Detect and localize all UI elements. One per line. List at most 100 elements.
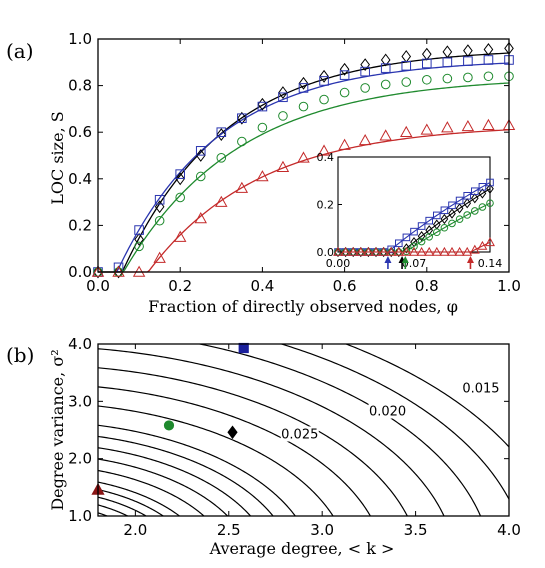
data-point-circle [463, 72, 473, 83]
inset-point-circle [486, 199, 494, 207]
contour-line [98, 435, 274, 516]
panel-a-frame [97, 38, 510, 273]
inset-point-diamond [394, 246, 403, 258]
data-point-diamond [175, 172, 186, 186]
threshold-arrowhead [466, 256, 474, 263]
data-point-square [319, 76, 329, 86]
contour-line [98, 348, 445, 516]
contour-line [98, 481, 181, 516]
x-tick-label: 2.5 [217, 521, 241, 539]
panel-b-contour-labels: 0.015 0.020 0.025 [280, 380, 500, 442]
data-point-triangle [317, 144, 331, 156]
data-point-diamond [113, 265, 124, 279]
data-point-circle [216, 153, 227, 163]
data-point-circle [483, 71, 494, 82]
y-tick-label: 0.0 [68, 263, 92, 281]
data-point-diamond [278, 86, 288, 100]
threshold-arrowhead [384, 256, 392, 263]
data-point-square [278, 92, 288, 103]
y-tick-label: 2.0 [68, 450, 92, 468]
inset-point-triangle [431, 246, 442, 256]
panel-b-frame [97, 343, 510, 517]
data-point-diamond [298, 76, 309, 90]
data-point-square [175, 169, 185, 179]
data-point-square [257, 101, 268, 112]
inset-point-diamond [364, 246, 373, 258]
contour-label: 0.025 [281, 427, 318, 442]
inset-point-triangle [424, 246, 435, 256]
inset-point-triangle [416, 246, 427, 256]
inset-point-circle [417, 237, 426, 246]
inset-point-square [433, 211, 441, 220]
inset-point-circle [410, 242, 418, 251]
inset-point-diamond [425, 225, 434, 236]
y-tick-label: 0.4 [68, 170, 92, 188]
data-point-circle [278, 111, 288, 121]
data-point-square [401, 60, 412, 71]
y-tick-label: 1.0 [68, 30, 92, 48]
data-point-circle [298, 101, 309, 112]
inset-point-triangle [409, 246, 419, 256]
inset-point-circle [455, 215, 464, 223]
data-point-triangle [215, 195, 228, 207]
inset-curves [333, 178, 495, 258]
contour-line [33, 559, 55, 568]
data-point-square [237, 113, 247, 124]
data-point-diamond [154, 200, 165, 214]
inset-point-triangle [378, 246, 389, 256]
data-point-circle [380, 79, 391, 90]
inset-point-triangle [393, 246, 404, 256]
inset-y-tick-label: 0.4 [317, 151, 335, 164]
x-tick-label: 0.8 [415, 277, 439, 295]
threshold-arrowhead [401, 256, 409, 263]
data-point-triangle [441, 121, 454, 133]
data-point-triangle [461, 119, 475, 132]
inset-point-diamond [341, 246, 350, 258]
panel-a-ticks: 0.0 0.2 0.4 0.6 0.8 1.0 0.0 0.2 0.4 0.6 0.8 1.0 [68, 30, 521, 295]
inset-point-diamond [470, 193, 479, 204]
data-point-triangle [276, 160, 290, 172]
inset-point-diamond [417, 231, 426, 242]
data-point-triangle [420, 123, 434, 135]
inset-point-triangle [340, 246, 351, 256]
data-point-square [195, 146, 206, 156]
inset-point-diamond [440, 213, 449, 225]
inset-point-circle [448, 219, 456, 228]
data-point-square [360, 66, 370, 77]
data-point-circle [134, 241, 144, 252]
inset-point-diamond [486, 183, 494, 194]
x-tick-label: 4.0 [497, 521, 521, 539]
data-point-triangle [482, 118, 495, 131]
inset-point-square [448, 201, 456, 210]
theory-curve-triangle [98, 129, 510, 273]
contour-line [279, 344, 509, 501]
theory-curve-diamond [98, 52, 510, 273]
panel-b-xlabel: Average degree, < k > [209, 539, 395, 558]
data-point-square [442, 57, 453, 68]
data-point-circle [442, 73, 453, 84]
contour-label-bg [461, 380, 500, 396]
data-point-triangle [235, 181, 249, 193]
panel-a-xlabel: Fraction of directly observed nodes, φ [148, 297, 458, 316]
inset-point-circle [463, 211, 472, 219]
inset-point-diamond [356, 246, 365, 258]
inset-point-square [463, 191, 471, 200]
data-point-circle [175, 192, 185, 203]
contour-line [98, 496, 148, 516]
inset-point-triangle [439, 246, 450, 256]
data-point-triangle [297, 151, 310, 163]
network-point-circle [163, 420, 175, 431]
data-point-diamond [421, 47, 432, 61]
inset-y-tick-label: 0.0 [317, 246, 335, 259]
inset-point-diamond [455, 203, 464, 214]
contour-label: 0.015 [462, 382, 499, 397]
contour-line [98, 367, 408, 516]
data-point-triangle [338, 138, 351, 150]
panel-a: (a) 0.0 0.2 0.4 0.6 0.8 1.0 0.0 0.2 0.4 0.6 0.8 1.0… [6, 30, 521, 316]
inset-point-square [440, 206, 449, 215]
inset-point-triangle [348, 246, 359, 256]
data-point-diamond [237, 111, 247, 125]
data-point-square [463, 56, 473, 66]
data-point-square [216, 127, 227, 138]
y-tick-label: 3.0 [68, 392, 92, 410]
